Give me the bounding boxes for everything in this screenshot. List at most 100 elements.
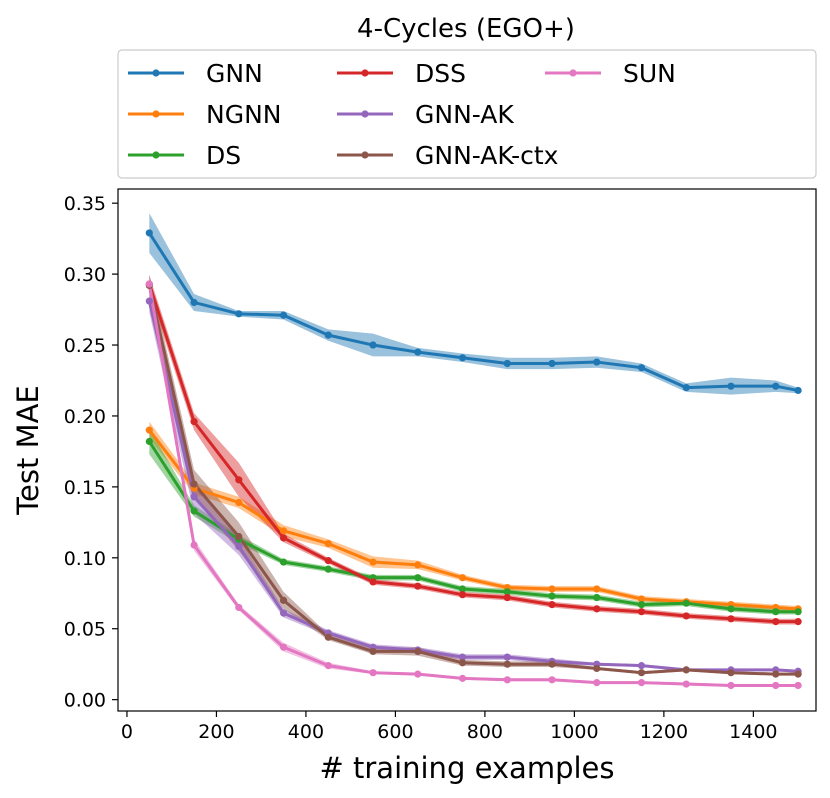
y-tick-label-0-35: 0.35 bbox=[64, 193, 106, 215]
point-ds-450 bbox=[324, 565, 332, 573]
point-gnn-750 bbox=[458, 354, 467, 362]
legend-marker-gnn bbox=[152, 69, 160, 77]
y-axis-label: Test MAE bbox=[11, 385, 45, 516]
legend-marker-dss bbox=[361, 69, 369, 77]
point-gnn-1500 bbox=[794, 386, 802, 395]
y-tick-label-0-00: 0.00 bbox=[64, 690, 106, 712]
y-tick-label-0-20: 0.20 bbox=[64, 406, 106, 428]
line-sun bbox=[147, 282, 800, 687]
legend-marker-ngnn bbox=[152, 110, 160, 118]
point-gnn-ak-ctx-150 bbox=[190, 480, 198, 488]
point-gnn-150 bbox=[190, 298, 198, 307]
point-dss-1050 bbox=[593, 605, 601, 613]
point-gnn-ak-ctx-650 bbox=[414, 647, 422, 656]
point-dss-750 bbox=[458, 591, 467, 599]
legend-label-ds: DS bbox=[206, 141, 241, 170]
point-dss-1150 bbox=[637, 608, 646, 616]
point-gnn-250 bbox=[235, 310, 243, 318]
point-dss-1250 bbox=[682, 612, 690, 620]
point-sun-650 bbox=[414, 670, 422, 678]
point-gnn-ak-1150 bbox=[637, 662, 646, 670]
line-ngnn bbox=[147, 428, 800, 611]
point-gnn-ak-50 bbox=[145, 297, 153, 305]
line-dss bbox=[147, 282, 800, 624]
point-gnn-ak-150 bbox=[190, 493, 198, 501]
point-ngnn-950 bbox=[548, 585, 556, 593]
point-sun-750 bbox=[458, 674, 467, 682]
point-gnn-1350 bbox=[727, 382, 735, 390]
point-ngnn-750 bbox=[458, 574, 467, 582]
legend-marker-sun bbox=[569, 69, 577, 77]
x-tick-label-1200: 1200 bbox=[640, 721, 688, 743]
point-dss-250 bbox=[235, 476, 243, 484]
plot-area bbox=[117, 188, 817, 712]
point-ngnn-650 bbox=[414, 561, 422, 569]
point-sun-1250 bbox=[682, 680, 690, 688]
point-ds-50 bbox=[145, 437, 153, 446]
band-ds bbox=[149, 428, 799, 615]
point-gnn-50 bbox=[145, 229, 153, 237]
legend-label-sun: SUN bbox=[623, 59, 676, 88]
point-ds-1500 bbox=[794, 608, 802, 616]
x-tick-label-1400: 1400 bbox=[729, 721, 777, 743]
x-axis: 0 200 400 600 800 1000 1200 1400 bbox=[121, 711, 778, 743]
point-dss-850 bbox=[503, 593, 511, 602]
point-gnn-ak-250 bbox=[235, 542, 243, 551]
point-gnn-1450 bbox=[772, 382, 780, 390]
point-sun-950 bbox=[548, 676, 556, 684]
point-sun-550 bbox=[369, 669, 377, 677]
x-tick-label-600: 600 bbox=[377, 721, 413, 743]
legend-label-gnn: GNN bbox=[206, 59, 263, 88]
point-gnn-ak-ctx-750 bbox=[458, 659, 467, 667]
line-ds bbox=[147, 439, 800, 614]
point-sun-350 bbox=[279, 643, 288, 651]
point-gnn-ak-ctx-1150 bbox=[637, 669, 646, 677]
y-tick-label-0-05: 0.05 bbox=[64, 619, 106, 641]
point-sun-450 bbox=[324, 662, 332, 670]
line-gnn-ak-ctx bbox=[147, 283, 800, 676]
x-tick-label-200: 200 bbox=[198, 721, 234, 743]
legend-label-gnn-ak: GNN-AK bbox=[415, 100, 514, 129]
band-dss bbox=[149, 275, 799, 625]
point-ds-1450 bbox=[772, 608, 780, 616]
point-gnn-650 bbox=[414, 348, 422, 356]
x-tick-label-0: 0 bbox=[121, 721, 133, 743]
point-ngnn-450 bbox=[324, 540, 332, 548]
point-ds-850 bbox=[503, 588, 511, 596]
point-sun-50 bbox=[145, 280, 153, 288]
point-gnn-850 bbox=[503, 359, 511, 368]
point-sun-250 bbox=[235, 603, 243, 612]
x-tick-label-400: 400 bbox=[288, 721, 324, 743]
point-sun-1050 bbox=[593, 679, 601, 687]
point-gnn-1150 bbox=[637, 364, 646, 372]
point-sun-1450 bbox=[772, 681, 780, 690]
point-gnn-ak-ctx-1250 bbox=[682, 666, 690, 674]
point-gnn-ak-ctx-550 bbox=[369, 647, 377, 656]
point-dss-1450 bbox=[772, 618, 780, 626]
series-lines bbox=[147, 231, 800, 687]
legend-marker-gnn-ak-ctx bbox=[361, 151, 369, 159]
point-gnn-ak-ctx-450 bbox=[324, 633, 332, 641]
y-tick-label-0-15: 0.15 bbox=[64, 477, 106, 499]
legend-frame bbox=[117, 49, 817, 179]
point-ds-1150 bbox=[637, 601, 646, 609]
point-gnn-1050 bbox=[593, 358, 601, 366]
point-gnn-ak-ctx-1350 bbox=[727, 669, 735, 677]
point-gnn-ak-ctx-1500 bbox=[794, 670, 802, 678]
series-markers bbox=[145, 229, 802, 690]
x-axis-label: # training examples bbox=[319, 751, 614, 785]
point-gnn-ak-ctx-1050 bbox=[593, 664, 601, 673]
point-ds-950 bbox=[548, 592, 556, 600]
point-gnn-ak-ctx-350 bbox=[279, 596, 288, 604]
legend-marker-ds bbox=[152, 151, 160, 159]
point-ds-1250 bbox=[682, 599, 690, 607]
point-ngnn-250 bbox=[235, 498, 243, 507]
point-gnn-ak-ctx-250 bbox=[235, 532, 243, 541]
point-ngnn-1050 bbox=[593, 585, 601, 593]
point-ds-350 bbox=[279, 558, 288, 566]
point-sun-150 bbox=[190, 541, 198, 549]
chart-title: 4-Cycles (EGO+) bbox=[357, 14, 575, 44]
point-ngnn-550 bbox=[369, 558, 377, 566]
legend-marker-gnn-ak bbox=[361, 110, 369, 118]
